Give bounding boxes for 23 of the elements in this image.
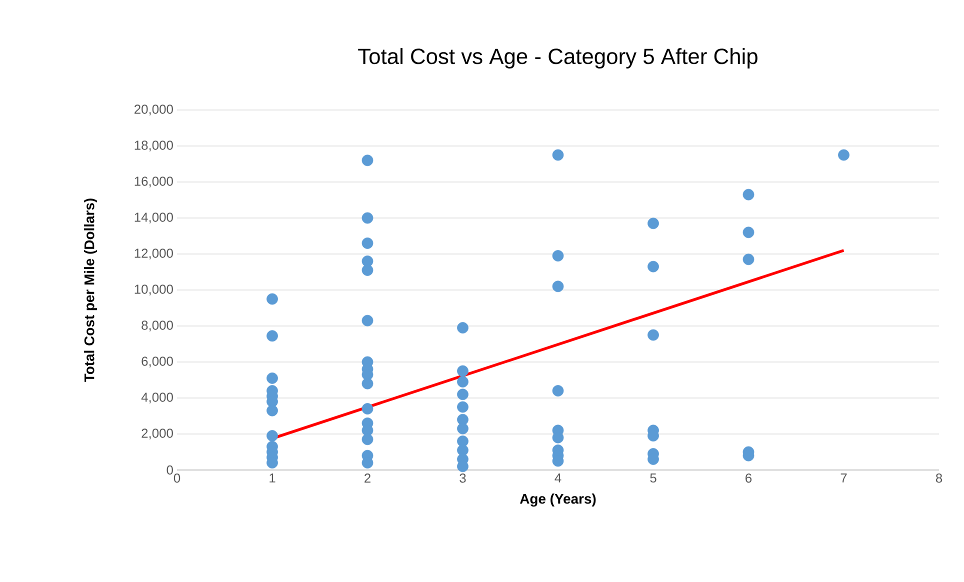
x-tick-label: 4 [554, 474, 562, 482]
y-tick-label: 6,000 [142, 356, 173, 368]
y-tick-label: 8,000 [142, 320, 173, 332]
y-tick-label: 10,000 [134, 284, 173, 296]
x-tick-label: 2 [364, 474, 370, 483]
y-tick-label: 2,000 [142, 428, 173, 440]
y-tick-label: 14,000 [134, 212, 173, 224]
x-tick-label: 5 [650, 474, 656, 483]
y-tick-label: 0 [166, 465, 173, 475]
y-tick-label: 12,000 [134, 248, 173, 260]
y-axis-title: Total Cost per Mile (Dollars) [84, 198, 98, 382]
y-tick-label: 18,000 [134, 140, 173, 152]
x-tick-label: 3 [460, 474, 466, 483]
x-tick-label: 7 [840, 474, 847, 482]
y-tick-label: 16,000 [134, 176, 173, 188]
x-tick-label: 8 [936, 474, 942, 483]
chart-title: Total Cost vs Age - Category 5 After Chip [358, 48, 758, 68]
x-tick-label: 1 [270, 474, 276, 482]
y-tick-label: 4,000 [141, 392, 173, 404]
y-tick-label: 20,000 [134, 104, 173, 116]
x-axis-title: Age (Years) [520, 494, 596, 507]
x-tick-label: 0 [174, 474, 180, 483]
x-tick-label: 6 [746, 474, 752, 483]
